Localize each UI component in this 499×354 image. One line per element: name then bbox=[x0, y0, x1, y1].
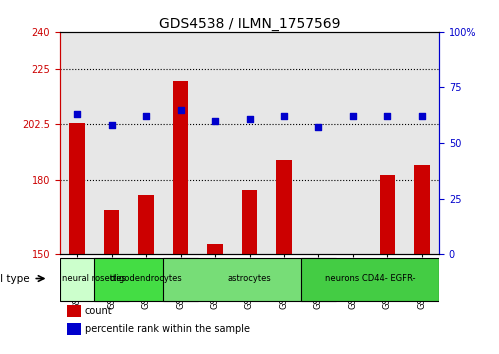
Bar bbox=[380, 175, 395, 254]
Point bbox=[177, 107, 185, 113]
Text: neurons CD44- EGFR-: neurons CD44- EGFR- bbox=[325, 274, 415, 283]
Point bbox=[349, 114, 357, 119]
Point bbox=[108, 122, 116, 128]
Bar bbox=[207, 244, 223, 254]
Bar bbox=[67, 323, 81, 335]
Text: astrocytes: astrocytes bbox=[228, 274, 271, 283]
Point bbox=[73, 111, 81, 117]
Bar bbox=[276, 160, 292, 254]
Text: cell type: cell type bbox=[0, 274, 29, 284]
Text: neural rosettes: neural rosettes bbox=[62, 274, 126, 283]
Bar bbox=[173, 81, 188, 254]
Bar bbox=[94, 257, 198, 301]
Bar bbox=[60, 257, 129, 301]
Bar bbox=[104, 210, 119, 254]
Point bbox=[246, 116, 253, 121]
Point bbox=[314, 125, 322, 130]
Bar bbox=[242, 190, 257, 254]
Bar bbox=[163, 32, 198, 254]
Bar bbox=[138, 195, 154, 254]
Bar bbox=[69, 123, 85, 254]
Bar bbox=[94, 32, 129, 254]
Bar bbox=[301, 32, 336, 254]
Bar bbox=[60, 32, 94, 254]
Text: count: count bbox=[84, 306, 112, 316]
Bar bbox=[129, 32, 163, 254]
Bar bbox=[414, 165, 430, 254]
Bar bbox=[405, 32, 439, 254]
Bar bbox=[336, 32, 370, 254]
Text: oligodendrocytes: oligodendrocytes bbox=[110, 274, 183, 283]
Bar bbox=[370, 32, 405, 254]
Bar bbox=[198, 32, 232, 254]
Point bbox=[142, 114, 150, 119]
Text: percentile rank within the sample: percentile rank within the sample bbox=[84, 324, 250, 334]
Point bbox=[418, 114, 426, 119]
Bar bbox=[267, 32, 301, 254]
Point bbox=[383, 114, 391, 119]
Bar bbox=[301, 257, 439, 301]
Point bbox=[211, 118, 219, 124]
Title: GDS4538 / ILMN_1757569: GDS4538 / ILMN_1757569 bbox=[159, 17, 340, 31]
Bar bbox=[67, 305, 81, 317]
Point bbox=[280, 114, 288, 119]
Bar bbox=[163, 257, 336, 301]
Bar bbox=[232, 32, 267, 254]
